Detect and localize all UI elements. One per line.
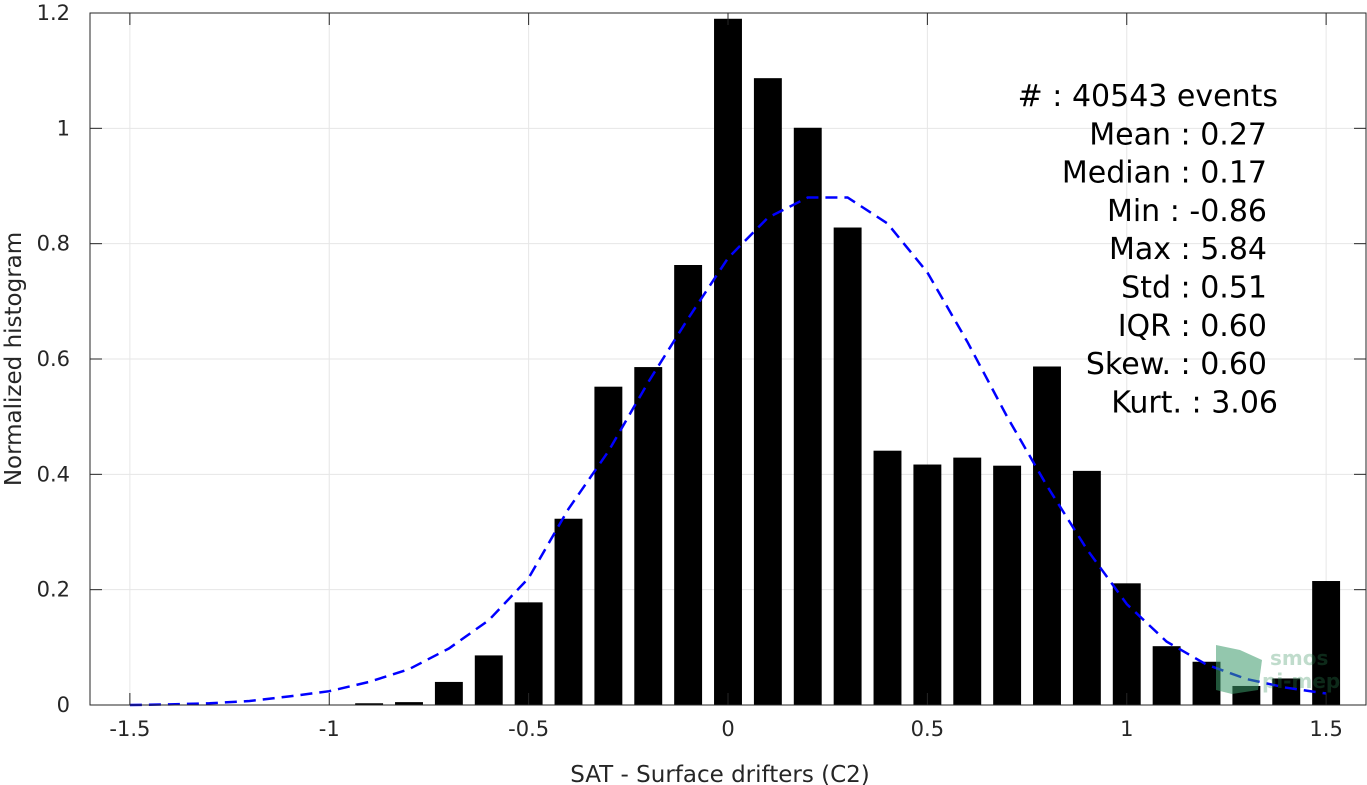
smos-pimep-logo: smos pi-mep [1216,645,1340,694]
y-tick-label: 1.2 [37,1,70,25]
bar [395,702,423,705]
stat-line: Max : 5.84 [1109,232,1267,267]
bar [1152,646,1181,705]
x-tick-label: -1.5 [109,717,150,741]
y-tick-label: 0 [57,693,70,717]
bar [1072,470,1101,705]
stat-line: Min : -0.86 [1107,194,1267,229]
histogram-bars [355,18,1341,706]
fit-curve-group [129,196,1327,707]
bar [554,518,583,705]
logo-shape-icon [1216,645,1262,694]
y-tick-label: 0.8 [37,232,70,256]
bar [873,450,902,705]
bar [514,602,543,705]
bar [594,386,623,705]
x-tick-label: -1 [319,717,340,741]
logo-line1: smos [1270,646,1328,670]
bar [913,464,942,705]
y-tick-label: 1 [57,116,70,140]
stat-line: Mean : 0.27 [1089,117,1267,152]
bar [753,78,782,705]
bar [1312,581,1341,705]
y-axis-label: Normalized histogram [1,232,27,486]
bar [1272,678,1301,705]
stat-line: Kurt. : 3.06 [1111,385,1278,420]
x-axis-label: SAT - Surface drifters (C2) [570,762,870,785]
stat-line: Std : 0.51 [1121,271,1267,306]
x-tick-label: -0.5 [508,717,549,741]
x-tick-label: 0.5 [911,717,944,741]
bar [434,681,463,705]
bar [993,465,1022,705]
tick-labels: -1.5 -1 -0.5 0 0.5 1 1.5 0 0.2 0.4 0.6 0.8 1 1.2 [37,1,1343,741]
stat-line: Skew. : 0.60 [1086,347,1267,382]
x-tick-label: 0 [721,717,734,741]
bar [833,227,862,705]
logo-line2: pi-mep [1262,669,1340,693]
y-tick-label: 0.6 [37,347,70,371]
stat-line: IQR : 0.60 [1118,309,1267,344]
y-tick-label: 0.2 [37,578,70,602]
bar [953,457,982,705]
x-tick-label: 1.5 [1309,717,1342,741]
bar [634,367,663,705]
bar [1112,583,1141,705]
bar [674,265,703,705]
x-tick-label: 1 [1120,717,1133,741]
bar [1033,366,1061,705]
axes-frame [89,12,1367,706]
bar [714,18,742,706]
fit-curve-line [129,196,1327,707]
bar [474,655,503,705]
bar [355,703,384,705]
y-tick-label: 0.4 [37,462,70,486]
bar [793,127,822,706]
stat-line: Median : 0.17 [1062,156,1267,191]
stat-line: # : 40543 events [1018,79,1278,114]
